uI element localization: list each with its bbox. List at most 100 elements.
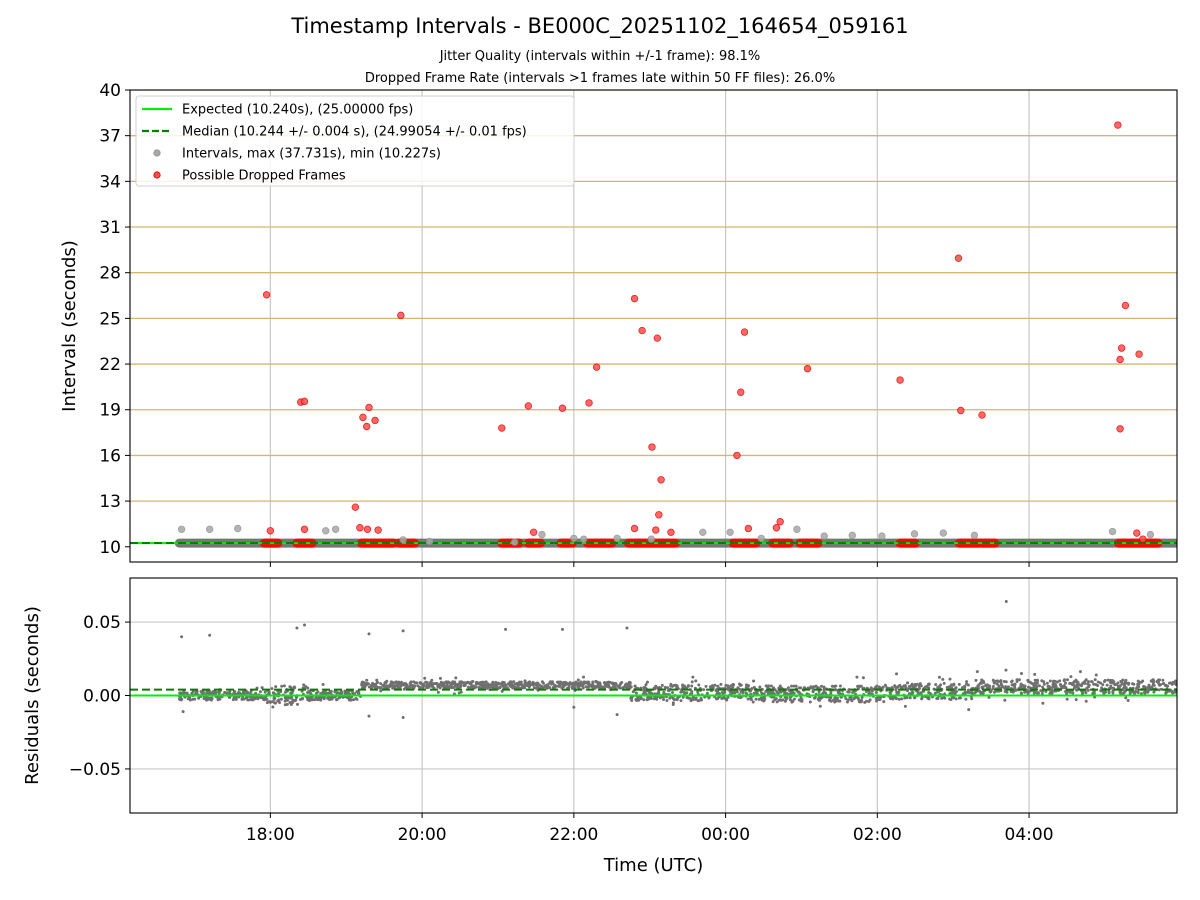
- residual-point: [248, 692, 252, 696]
- residual-point: [799, 686, 803, 690]
- residual-point: [1011, 690, 1015, 694]
- residual-point: [379, 689, 383, 693]
- residual-point: [1152, 690, 1156, 694]
- residual-point: [339, 690, 343, 694]
- residual-point: [1049, 690, 1053, 694]
- residual-point: [262, 698, 266, 702]
- residual-point: [839, 695, 843, 699]
- residual-point: [1093, 678, 1097, 682]
- residual-point: [1072, 680, 1076, 684]
- residual-point: [883, 683, 887, 687]
- residual-point: [958, 696, 962, 700]
- residual-point: [813, 696, 817, 700]
- residual-point: [1026, 685, 1030, 689]
- dropped-frame-point: [653, 334, 661, 342]
- residual-point: [584, 681, 588, 685]
- residual-point: [704, 684, 708, 688]
- residual-point: [738, 683, 742, 687]
- residual-point: [999, 682, 1003, 686]
- residual-point: [1038, 684, 1042, 688]
- residual-point: [416, 684, 420, 688]
- residual-point: [415, 681, 419, 685]
- residual-point: [1107, 691, 1111, 695]
- dropped-frame-point: [356, 524, 364, 532]
- residual-point: [918, 682, 922, 686]
- y-tick-label: 31: [99, 218, 121, 238]
- residual-point: [279, 697, 283, 701]
- residual-point: [799, 696, 803, 700]
- residual-point: [934, 683, 938, 687]
- residual-point: [676, 695, 680, 699]
- residual-point: [915, 682, 919, 686]
- residual-point: [720, 697, 724, 701]
- dropped-frame-point: [558, 404, 567, 412]
- residual-point: [817, 690, 821, 694]
- residual-point: [896, 685, 900, 689]
- residual-point: [1118, 684, 1122, 688]
- residual-point: [421, 684, 425, 688]
- residual-point: [711, 686, 715, 690]
- residual-point: [739, 690, 743, 694]
- residual-point: [1096, 680, 1100, 684]
- residual-point: [361, 685, 365, 689]
- residual-point: [658, 686, 662, 690]
- residual-point: [751, 700, 755, 704]
- residual-point: [647, 690, 651, 694]
- residual-point: [295, 702, 299, 706]
- residual-point: [1146, 690, 1150, 694]
- residual-point: [683, 691, 687, 695]
- dropped-frame-point: [300, 397, 309, 406]
- residual-point: [463, 682, 467, 686]
- residual-point: [581, 686, 585, 690]
- residual-point: [1110, 678, 1114, 682]
- residual-point: [1101, 683, 1105, 687]
- residual-outlier-point: [572, 705, 576, 709]
- residual-point: [1002, 679, 1006, 683]
- residual-point: [265, 697, 269, 701]
- residual-outlier-point: [625, 626, 629, 630]
- interval-point: [970, 531, 979, 540]
- dropped-frame-point: [978, 411, 986, 419]
- residual-point: [649, 696, 653, 700]
- residual-point: [987, 695, 991, 699]
- residual-point: [228, 695, 232, 699]
- residual-point: [775, 700, 779, 704]
- residual-point: [965, 690, 969, 694]
- residual-point: [1134, 690, 1138, 694]
- residual-point: [865, 699, 869, 703]
- residual-point: [193, 697, 197, 701]
- dropped-frame-point: [630, 524, 639, 533]
- residual-point: [1049, 687, 1053, 691]
- residual-point: [857, 684, 861, 688]
- residual-point: [1124, 678, 1128, 682]
- y-tick-label: −0.05: [69, 760, 121, 780]
- residual-point: [720, 691, 724, 695]
- residual-point: [897, 690, 901, 694]
- residual-point: [1073, 685, 1077, 689]
- residual-point: [811, 689, 815, 693]
- residual-point: [860, 696, 864, 700]
- residual-point: [271, 705, 275, 709]
- residual-point: [859, 700, 863, 704]
- residual-point: [630, 699, 634, 703]
- dropped-frame-point: [772, 524, 781, 532]
- residual-point: [595, 680, 599, 684]
- residual-point: [750, 687, 754, 691]
- y-tick-label: 34: [99, 172, 121, 192]
- dropped-frame-point: [740, 328, 749, 336]
- residual-point: [716, 684, 720, 688]
- residual-outlier-point: [367, 632, 371, 636]
- interval-point: [848, 531, 856, 540]
- residual-point: [619, 682, 623, 686]
- dropped-frame-point: [803, 364, 812, 373]
- residual-point: [1138, 680, 1142, 684]
- residual-point: [660, 683, 664, 687]
- residual-point: [940, 696, 944, 700]
- dropped-frame-point: [266, 527, 275, 535]
- residual-point: [365, 678, 369, 682]
- residual-point: [293, 699, 297, 703]
- residual-point: [662, 690, 666, 694]
- residual-point: [893, 684, 897, 688]
- residual-point: [1055, 680, 1059, 684]
